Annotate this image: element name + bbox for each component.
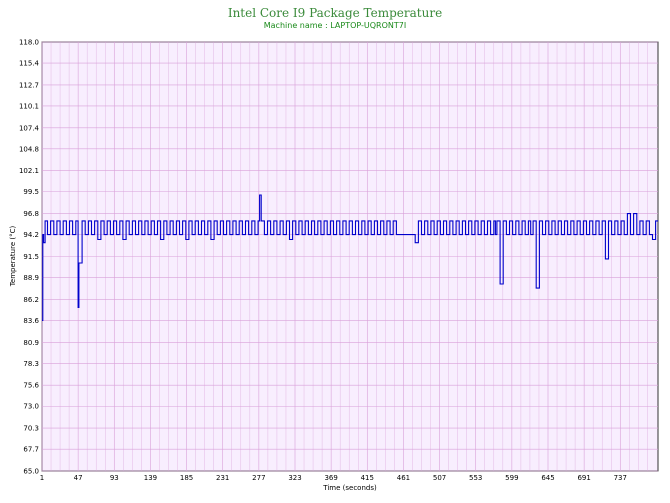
- x-tick-label: 185: [180, 474, 193, 482]
- x-tick-label: 231: [216, 474, 229, 482]
- y-tick-label: 112.7: [19, 81, 39, 89]
- y-tick-label: 83.6: [23, 317, 39, 325]
- x-tick-label: 139: [144, 474, 157, 482]
- x-tick-label: 47: [74, 474, 83, 482]
- chart-subtitle: Machine name : LAPTOP-UQRONT7I: [263, 21, 407, 30]
- y-tick-label: 104.8: [19, 145, 39, 153]
- y-tick-label: 96.8: [23, 210, 39, 218]
- chart-title: Intel Core I9 Package Temperature: [227, 6, 443, 20]
- y-tick-label: 99.5: [23, 188, 39, 196]
- y-tick-label: 107.4: [19, 124, 40, 132]
- x-tick-label: 415: [361, 474, 374, 482]
- y-tick-label: 78.3: [23, 360, 39, 368]
- x-axis-label: Time (seconds): [322, 484, 377, 492]
- y-tick-label: 115.4: [19, 60, 40, 68]
- y-tick-label: 110.1: [19, 102, 39, 110]
- horizontal-gridlines: [42, 41, 658, 472]
- x-tick-label: 1: [40, 474, 44, 482]
- y-axis-label: Temperature (°C): [9, 226, 17, 288]
- y-tick-label: 67.7: [23, 446, 39, 454]
- x-tick-label: 323: [288, 474, 301, 482]
- x-tick-label: 645: [541, 474, 554, 482]
- y-tick-label: 118.0: [19, 39, 39, 47]
- y-axis-ticks: 118.0 115.4 112.7 110.1 107.4 104.8 102.1 99.5 9…: [19, 39, 40, 476]
- y-tick-label: 88.9: [23, 274, 39, 282]
- x-tick-label: 507: [433, 474, 446, 482]
- y-tick-label: 91.5: [23, 253, 39, 261]
- x-tick-label: 93: [110, 474, 119, 482]
- y-tick-label: 75.6: [23, 382, 39, 390]
- x-axis-ticks: 1 47 93 139 185 231 277 323 369 415 461 507 553 599 64…: [40, 474, 627, 482]
- y-tick-label: 86.2: [23, 296, 39, 304]
- y-tick-label: 94.2: [23, 231, 39, 239]
- x-tick-label: 737: [614, 474, 627, 482]
- x-tick-label: 553: [469, 474, 482, 482]
- x-tick-label: 369: [324, 474, 337, 482]
- y-tick-label: 65.0: [23, 468, 39, 476]
- y-tick-label: 70.3: [23, 425, 39, 433]
- x-tick-label: 277: [252, 474, 265, 482]
- x-tick-label: 691: [577, 474, 590, 482]
- y-tick-label: 73.0: [23, 403, 39, 411]
- y-tick-label: 102.1: [19, 167, 39, 175]
- temperature-series-line: [42, 194, 658, 321]
- y-tick-label: 80.9: [23, 339, 39, 347]
- x-tick-label: 461: [397, 474, 410, 482]
- x-tick-label: 599: [505, 474, 518, 482]
